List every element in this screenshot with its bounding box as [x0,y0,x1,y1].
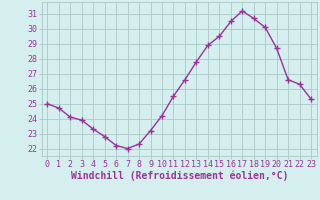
X-axis label: Windchill (Refroidissement éolien,°C): Windchill (Refroidissement éolien,°C) [70,171,288,181]
